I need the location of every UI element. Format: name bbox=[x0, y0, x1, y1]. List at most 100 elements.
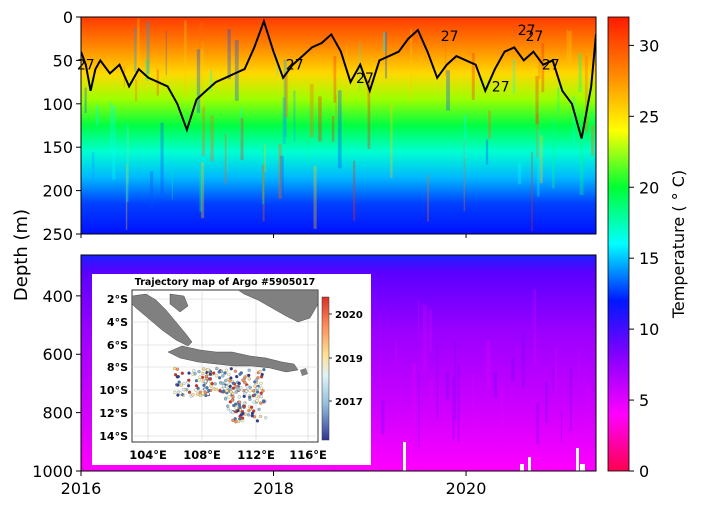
trajectory-point bbox=[180, 371, 184, 375]
trajectory-point bbox=[194, 388, 198, 392]
trajectory-point bbox=[234, 390, 238, 394]
y-tick-label: 1000 bbox=[32, 462, 73, 481]
trajectory-point bbox=[228, 379, 232, 383]
trajectory-point bbox=[231, 410, 235, 415]
y-tick-label: 250 bbox=[42, 225, 73, 244]
trajectory-point bbox=[237, 403, 242, 407]
trajectory-point bbox=[201, 371, 205, 376]
trajectory-point bbox=[229, 367, 233, 371]
isotherm-label: 27 bbox=[492, 79, 510, 95]
trajectory-point bbox=[248, 385, 252, 390]
inset-lat-label: 10°S bbox=[99, 384, 128, 397]
trajectory-point bbox=[212, 371, 216, 375]
trajectory-point bbox=[192, 369, 196, 373]
trajectory-point bbox=[235, 374, 239, 379]
inset-lat-label: 14°S bbox=[99, 430, 128, 443]
trajectory-point bbox=[215, 366, 219, 371]
trajectory-point bbox=[249, 405, 254, 409]
trajectory-point bbox=[227, 372, 231, 377]
trajectory-point bbox=[181, 387, 186, 392]
trajectory-point bbox=[218, 381, 223, 385]
inset-lon-label: 112°E bbox=[237, 448, 275, 462]
borneo-landmass bbox=[237, 289, 319, 323]
trajectory-point bbox=[178, 391, 183, 395]
trajectory-point bbox=[251, 389, 256, 393]
trajectory-point bbox=[176, 393, 180, 397]
trajectory-point bbox=[217, 376, 222, 380]
trajectory-point bbox=[176, 383, 180, 387]
trajectory-point bbox=[179, 383, 184, 387]
isotherm-label: 27 bbox=[441, 29, 459, 45]
inset-lon-label: 104°E bbox=[129, 448, 167, 462]
trajectory-point bbox=[234, 406, 238, 410]
inset-map: 104°E 108°E 112°E 116°E 2°S 4°S 6°S 8°S 10°S 12°… bbox=[99, 289, 327, 462]
trajectory-point bbox=[241, 412, 245, 416]
isotherm-label: 27 bbox=[518, 23, 536, 39]
trajectory-point bbox=[259, 386, 264, 390]
trajectory-point bbox=[245, 385, 250, 389]
trajectory-point bbox=[221, 384, 226, 388]
isotherm-label: 27 bbox=[525, 29, 543, 45]
trajectory-point bbox=[236, 408, 240, 413]
trajectory-point bbox=[239, 386, 243, 390]
trajectory-point bbox=[231, 418, 235, 423]
inset-lon-label: 116°E bbox=[289, 448, 327, 462]
trajectory-point bbox=[258, 369, 262, 374]
trajectory-point bbox=[221, 374, 225, 378]
trajectory-point bbox=[253, 393, 257, 397]
trajectory-point bbox=[261, 389, 265, 393]
trajectory-point bbox=[241, 378, 245, 382]
trajectory-point bbox=[248, 395, 252, 399]
trajectory-point bbox=[259, 391, 263, 395]
y-tick-label: 800 bbox=[42, 404, 73, 423]
trajectory-point bbox=[237, 395, 241, 399]
colorbar-tick-label: 0 bbox=[639, 462, 649, 481]
trajectory-point bbox=[172, 366, 177, 371]
mixed-layer-depth-line bbox=[81, 18, 596, 139]
trajectory-point bbox=[264, 416, 268, 420]
trajectory-point bbox=[198, 390, 202, 394]
trajectory-point bbox=[210, 381, 214, 386]
trajectory-point bbox=[248, 389, 252, 393]
trajectory-point bbox=[193, 372, 197, 376]
bangka-island bbox=[169, 293, 189, 313]
colorbar-label: Temperature ( ° C) bbox=[669, 170, 688, 319]
trajectory-point bbox=[259, 401, 263, 405]
trajectory-point bbox=[197, 369, 201, 374]
trajectory-point bbox=[223, 371, 227, 375]
trajectory-point bbox=[187, 378, 191, 382]
trajectory-point bbox=[225, 384, 229, 389]
trajectory-point bbox=[230, 398, 235, 402]
trajectory-point bbox=[240, 416, 245, 420]
trajectory-point bbox=[246, 413, 251, 417]
colorbar-tick-label: 20 bbox=[639, 178, 659, 197]
y-tick-label: 150 bbox=[42, 138, 73, 157]
trajectory-point bbox=[206, 392, 210, 396]
trajectory-point bbox=[217, 370, 221, 374]
trajectory-point bbox=[187, 371, 191, 375]
trajectory-point bbox=[196, 392, 200, 396]
trajectory-point bbox=[175, 375, 180, 379]
trajectory-point bbox=[214, 387, 218, 392]
trajectory-point bbox=[259, 381, 263, 386]
trajectory-point bbox=[255, 399, 259, 403]
trajectory-point bbox=[236, 419, 241, 423]
trajectory-point bbox=[182, 381, 186, 386]
bali-island bbox=[300, 368, 308, 376]
upper-panel-frame bbox=[80, 16, 597, 235]
trajectory-point bbox=[242, 394, 246, 399]
trajectory-point bbox=[198, 393, 203, 398]
trajectory-point bbox=[173, 373, 178, 377]
trajectory-point bbox=[234, 402, 238, 406]
trajectory-point bbox=[262, 399, 266, 404]
trajectory-point bbox=[243, 380, 247, 385]
trajectory-point bbox=[255, 419, 260, 423]
java-landmass bbox=[167, 345, 299, 373]
trajectory-point bbox=[228, 384, 232, 389]
trajectory-point bbox=[203, 390, 207, 395]
trajectory-point bbox=[197, 378, 201, 382]
trajectory-point bbox=[231, 381, 235, 385]
isotherm-label: 27 bbox=[356, 71, 374, 87]
